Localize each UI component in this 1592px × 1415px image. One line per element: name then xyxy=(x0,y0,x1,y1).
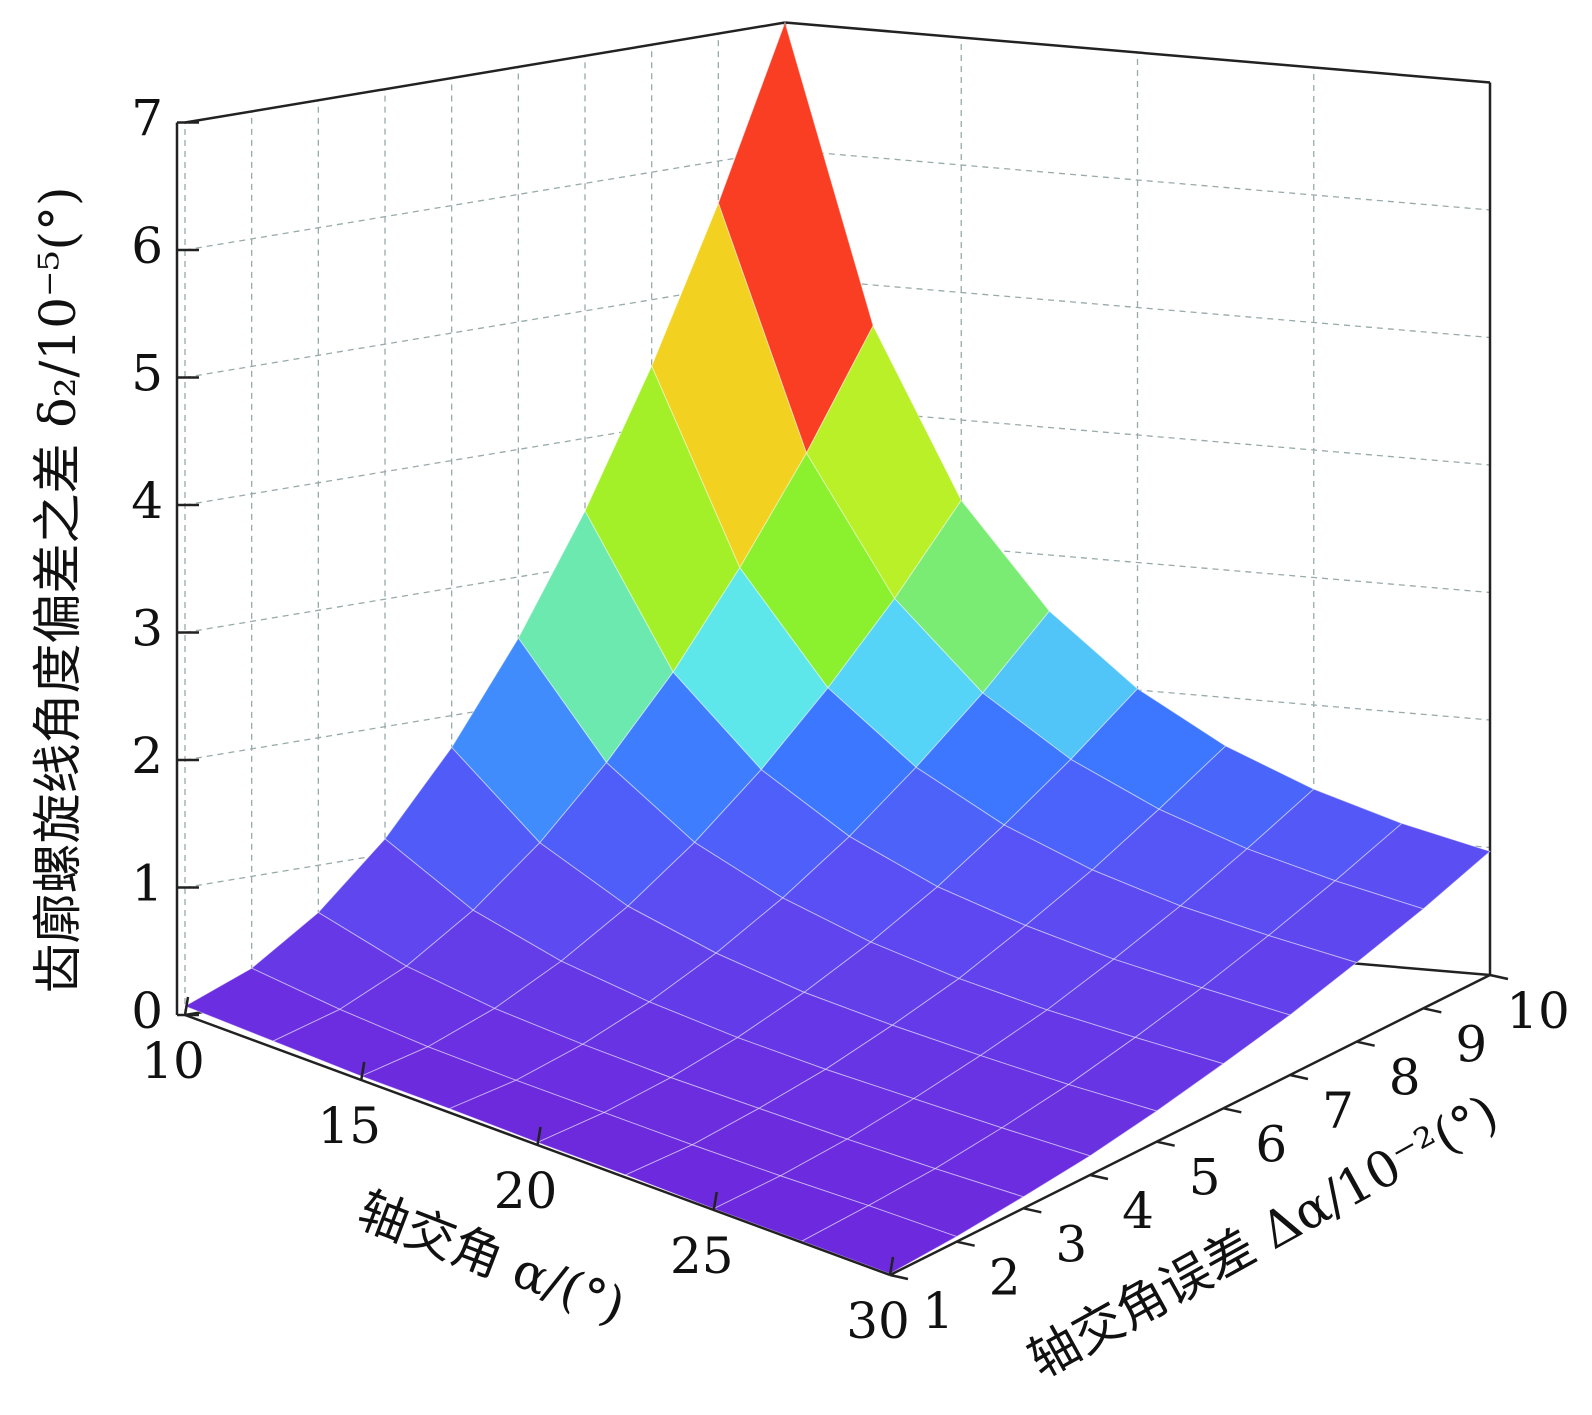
y-tick-label: 3 xyxy=(1055,1215,1087,1273)
box-edge xyxy=(184,21,786,124)
z-axis-title: 齿廓螺旋线角度偏差之差 δ₂/10⁻⁵(°) xyxy=(29,187,87,994)
z-tick-label: 7 xyxy=(131,90,163,148)
surface-cell xyxy=(1267,880,1425,964)
surface xyxy=(183,20,1492,1275)
x-tick-label: 10 xyxy=(141,1032,205,1090)
grid-line xyxy=(784,276,1491,339)
x-tick-label: 30 xyxy=(846,1292,910,1350)
y-tick xyxy=(1489,973,1509,981)
x-axis-title: 轴交角 α/(°) xyxy=(350,1181,633,1336)
y-tick xyxy=(1089,1173,1109,1181)
y-tick xyxy=(889,1273,909,1281)
y-tick-label: 7 xyxy=(1322,1082,1354,1140)
z-tick-label: 6 xyxy=(131,217,163,275)
x-tick-label: 20 xyxy=(494,1162,558,1220)
z-tick-label: 5 xyxy=(131,345,163,403)
x-tick xyxy=(712,1191,718,1211)
x-tick-label: 25 xyxy=(670,1227,734,1285)
y-tick-label: 4 xyxy=(1122,1182,1154,1240)
y-tick-label: 2 xyxy=(989,1249,1021,1307)
y-tick-label: 8 xyxy=(1389,1049,1421,1107)
z-tick-label: 1 xyxy=(131,855,163,913)
z-tick-label: 3 xyxy=(131,600,163,658)
y-tick xyxy=(1156,1140,1175,1147)
y-tick xyxy=(956,1240,975,1247)
y-tick-label: 9 xyxy=(1455,1015,1487,1073)
y-tick-label: 5 xyxy=(1189,1149,1221,1207)
grid-line xyxy=(784,531,1491,594)
y-tick xyxy=(1423,1007,1442,1014)
y-tick-label: 10 xyxy=(1506,982,1570,1040)
x-tick xyxy=(183,996,190,1016)
x-tick xyxy=(360,1061,366,1081)
y-tick-label: 6 xyxy=(1255,1115,1287,1173)
surface-cell xyxy=(934,1127,1092,1198)
y-tick xyxy=(1023,1207,1042,1214)
y-tick xyxy=(1223,1107,1242,1114)
y-axis xyxy=(889,973,1491,1277)
y-tick xyxy=(1289,1073,1309,1081)
z-tick-label: 2 xyxy=(131,727,163,785)
x-tick xyxy=(888,1256,895,1276)
y-tick-label: 1 xyxy=(922,1282,954,1340)
z-tick-label: 0 xyxy=(131,982,163,1040)
x-tick-label: 15 xyxy=(317,1097,381,1155)
x-tick xyxy=(536,1126,542,1146)
z-tick-label: 4 xyxy=(131,472,163,530)
y-tick xyxy=(1356,1040,1375,1047)
grid-line xyxy=(184,149,786,251)
box-edge xyxy=(784,21,1491,84)
